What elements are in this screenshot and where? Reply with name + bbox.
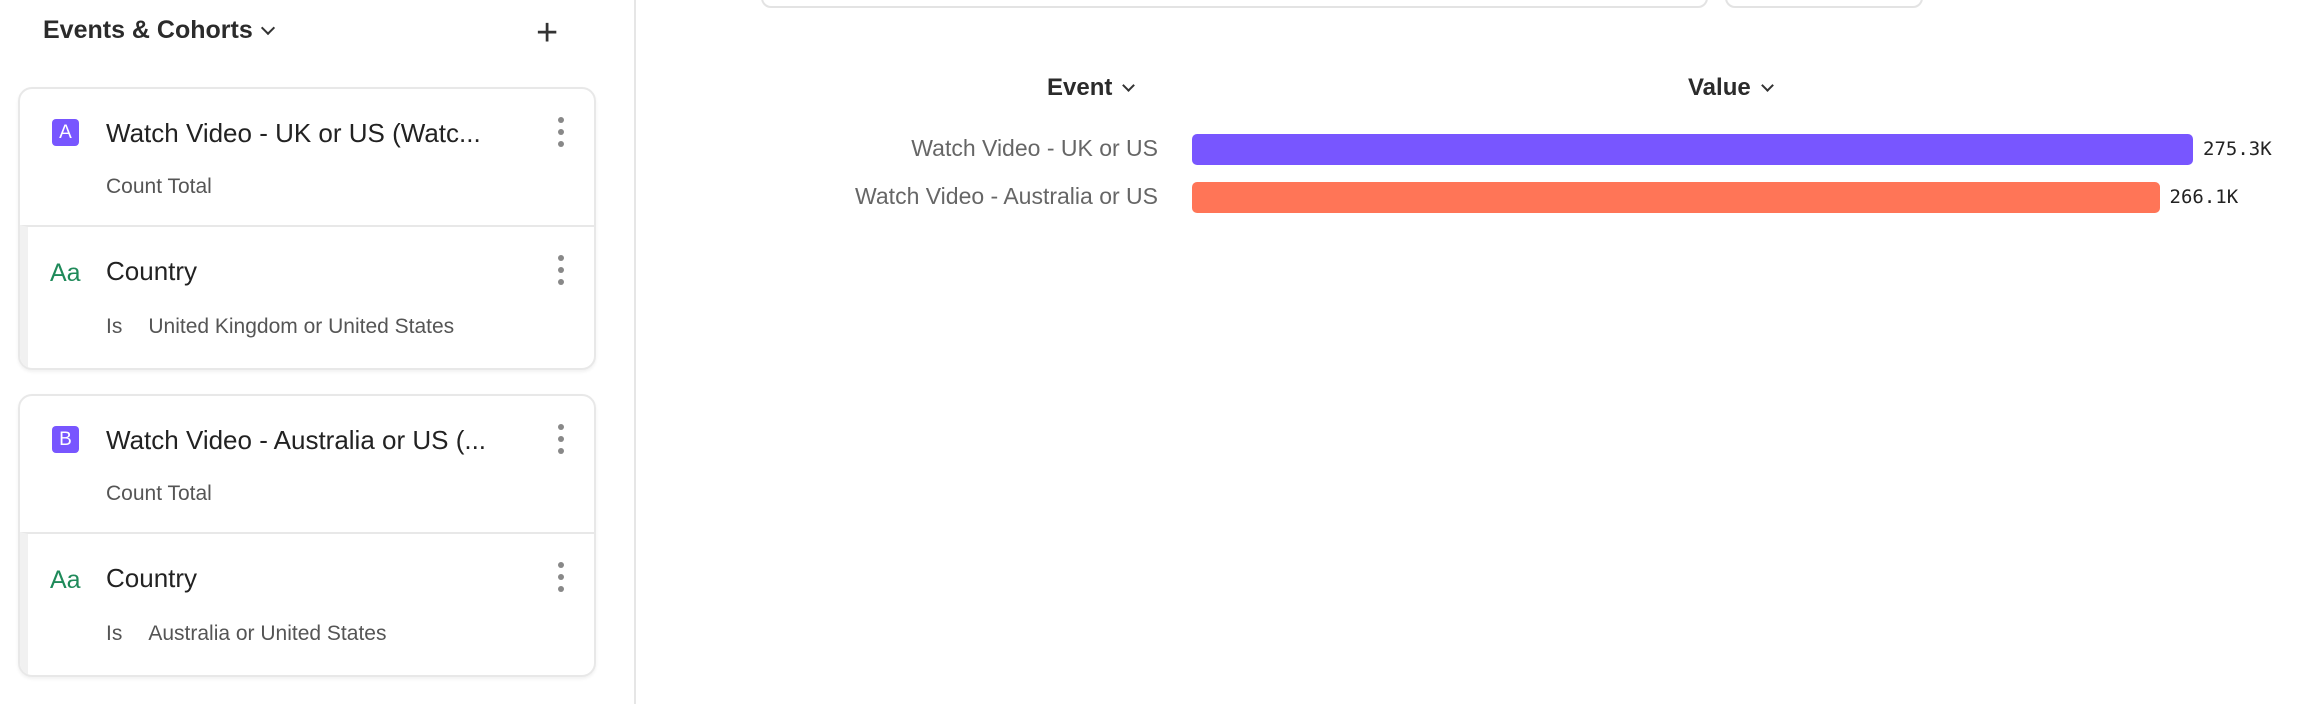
chevron-down-icon [1760, 78, 1774, 92]
filter-operator: Is [106, 622, 123, 645]
category-label: Watch Video - UK or US [911, 135, 1158, 161]
bar[interactable] [1192, 134, 2193, 165]
value-column-header[interactable]: Value [1688, 74, 1774, 102]
toolbar-button[interactable] [1725, 0, 1923, 8]
event-measure[interactable]: Count Total [106, 175, 212, 198]
value-header-label: Value [1688, 74, 1751, 101]
filter-condition[interactable]: Is United Kingdom or United States [106, 315, 454, 339]
event-measure[interactable]: Count Total [106, 482, 212, 505]
sidebar: Events & Cohorts + A Watch Video - UK or… [0, 0, 636, 704]
plus-icon[interactable]: + [536, 12, 559, 54]
event-name[interactable]: Watch Video - UK or US (Watc... [106, 118, 481, 148]
filter-condition[interactable]: Is Australia or United States [106, 622, 386, 646]
event-card-b[interactable]: B Watch Video - Australia or US (... Cou… [18, 394, 596, 677]
event-name[interactable]: Watch Video - Australia or US (... [106, 425, 487, 455]
more-options-icon[interactable] [558, 424, 564, 454]
value-label: 266.1K [2169, 186, 2239, 208]
events-cohorts-dropdown[interactable]: Events & Cohorts [43, 16, 275, 45]
string-property-icon: Aa [50, 259, 81, 287]
filter-property[interactable]: Country [106, 563, 198, 593]
more-options-icon[interactable] [558, 117, 564, 147]
chevron-down-icon [260, 20, 275, 35]
filter-value: United Kingdom or United States [148, 315, 455, 338]
category-label: Watch Video - Australia or US [855, 183, 1158, 209]
chevron-down-icon [1122, 78, 1136, 92]
filter-operator: Is [106, 315, 123, 338]
sidebar-title: Events & Cohorts [43, 16, 253, 44]
event-badge: A [52, 119, 79, 146]
bar[interactable] [1192, 182, 2160, 213]
filter-property[interactable]: Country [106, 256, 198, 286]
event-badge: B [52, 426, 79, 453]
more-options-icon[interactable] [558, 255, 564, 285]
string-property-icon: Aa [50, 566, 81, 594]
event-column-header[interactable]: Event [1047, 74, 1136, 102]
event-card-a[interactable]: A Watch Video - UK or US (Watc... Count … [18, 87, 596, 370]
more-options-icon[interactable] [558, 562, 564, 592]
date-range-toolbar[interactable] [761, 0, 1708, 8]
filter-value: Australia or United States [148, 622, 387, 645]
event-header-label: Event [1047, 74, 1113, 101]
value-label: 275.3K [2203, 138, 2272, 160]
